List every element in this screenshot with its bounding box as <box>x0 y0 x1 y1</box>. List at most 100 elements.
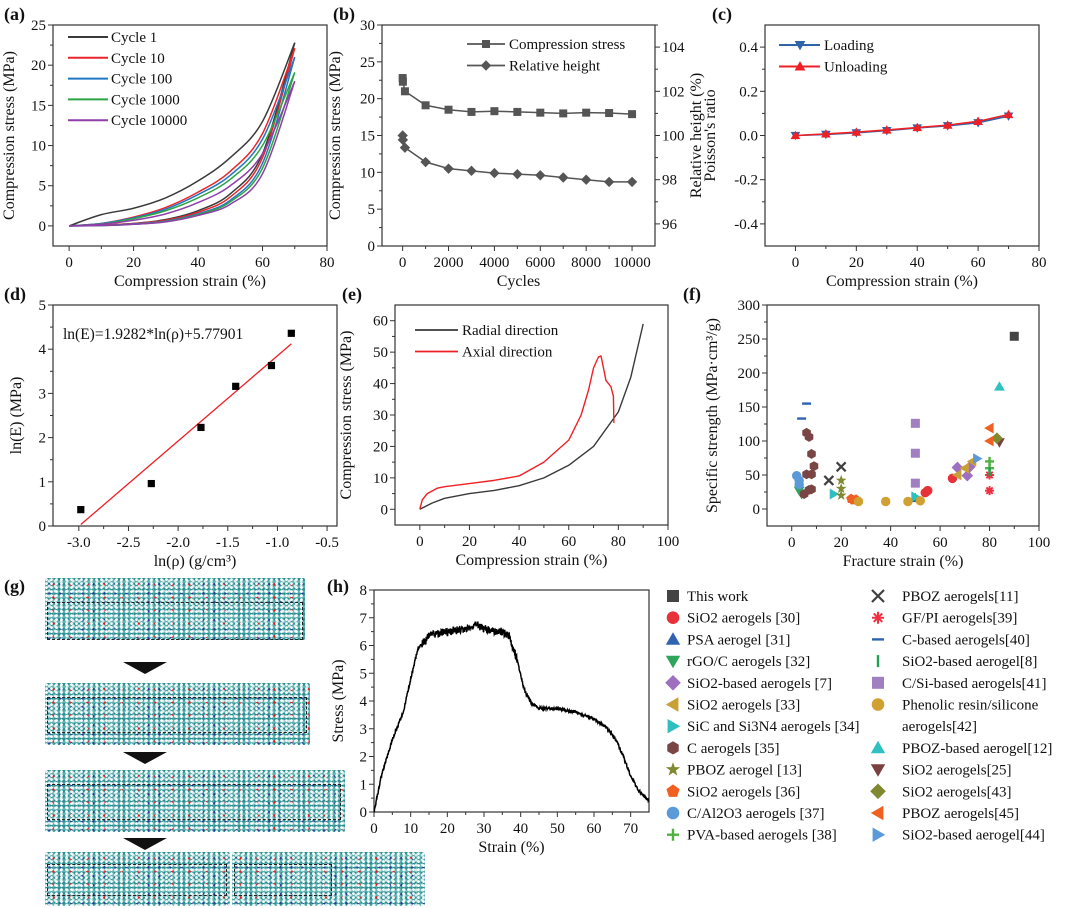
data-point <box>991 432 1003 445</box>
x-tick-label: 60 <box>971 255 986 271</box>
y-tick-label: 10 <box>360 165 375 181</box>
y-tick-label: 60 <box>373 314 388 330</box>
y-tick-label: 15 <box>31 98 46 114</box>
plot-frame <box>52 24 328 247</box>
legend-marker <box>871 698 885 711</box>
x-tick-label: 40 <box>512 534 527 550</box>
data-point <box>626 176 638 188</box>
y-tick-label: 10 <box>31 139 46 155</box>
data-point <box>467 107 476 116</box>
panel-e <box>390 304 669 530</box>
fit-line <box>80 343 292 526</box>
data-point <box>880 496 891 507</box>
y-tick-label: 5 <box>360 666 368 682</box>
y-tick-label: 0 <box>368 239 376 255</box>
y-tick-label: 5 <box>368 202 376 218</box>
legend-marker <box>665 655 681 669</box>
x-tick-label: 0 <box>370 821 378 837</box>
data-point <box>973 453 983 465</box>
data-point <box>513 107 522 116</box>
down-arrow-icon <box>123 662 167 674</box>
y-tick-label: 20 <box>31 58 46 74</box>
legend-label: SiC and Si3N4 aerogels [34] <box>687 719 859 735</box>
data-point <box>535 170 546 181</box>
y-tick-label: 6 <box>360 639 368 655</box>
x-axis-label: Fracture strain (%) <box>843 553 964 570</box>
y-right-axis-label: Relative height (%) <box>688 73 705 198</box>
legend-marker <box>870 783 886 800</box>
legend-label: SiO2-based aerogels [7] <box>687 676 832 692</box>
y-right-tick-label: 100 <box>662 129 685 145</box>
y-tick-label: 30 <box>373 408 388 424</box>
legend-label: C aerogels [35] <box>687 741 779 757</box>
legend-label: Relative height <box>509 59 601 75</box>
data-point <box>915 496 926 506</box>
legend-label: PVA-based aerogels [38] <box>687 828 837 844</box>
x-tick-label: 60 <box>587 821 602 837</box>
data-point <box>994 381 1005 391</box>
data-point <box>809 461 819 472</box>
x-tick-label: -0.5 <box>315 535 339 551</box>
legend-label: Cycle 10 <box>111 51 165 67</box>
panel-label: (d) <box>4 284 26 305</box>
md-snapshot-2 <box>45 683 310 745</box>
y-tick-label: 10 <box>373 471 388 487</box>
x-tick-label: 20 <box>440 821 455 837</box>
x-tick-label: 70 <box>623 821 638 837</box>
data-point <box>911 491 921 503</box>
data-point <box>835 482 847 494</box>
panel-b <box>377 24 660 251</box>
data-point <box>985 486 995 496</box>
y-tick-label: 0.4 <box>739 40 758 56</box>
data-point <box>197 423 205 432</box>
panel-f <box>665 304 1040 842</box>
dashed-box <box>234 864 332 896</box>
x-tick-label: 100 <box>1028 535 1051 551</box>
down-arrow-icon <box>123 838 167 850</box>
legend-label: Unloading <box>824 60 888 76</box>
legend-marker <box>870 805 884 821</box>
data-point <box>558 172 569 183</box>
data-point <box>400 87 409 96</box>
y-tick-label: 0 <box>39 519 47 535</box>
legend-label: Radial direction <box>462 323 559 339</box>
legend-marker <box>872 827 886 842</box>
legend-marker <box>870 740 886 754</box>
x-tick-label: -1.5 <box>216 535 240 551</box>
down-arrow-icon <box>123 752 167 764</box>
legend-label: SiO2 aerogels [30] <box>687 611 800 627</box>
data-point <box>984 435 994 447</box>
data-point <box>963 460 976 473</box>
y-axis-label: Compression stress (MPa) <box>327 51 344 220</box>
legend-marker <box>666 806 680 820</box>
data-point <box>920 487 930 498</box>
data-point <box>804 485 814 495</box>
series-line <box>419 323 644 510</box>
y-tick-label: 40 <box>373 377 388 393</box>
data-point <box>512 168 523 180</box>
x-axis-label: Cycles <box>497 273 541 290</box>
y-tick-label: 5 <box>39 298 47 314</box>
legend-label: SiO2-based aerogel[44] <box>902 828 1045 844</box>
series-line-loading <box>69 48 296 227</box>
dashed-box <box>47 784 341 820</box>
legend-label: PBOZ aerogels[11] <box>902 589 1019 605</box>
plot-frame <box>373 589 650 813</box>
data-point <box>910 478 920 488</box>
data-point <box>605 109 614 118</box>
y-tick-label: 0.2 <box>739 84 758 100</box>
x-tick-label: 20 <box>462 534 477 550</box>
x-tick-label: -2.5 <box>117 535 141 551</box>
data-point <box>952 469 962 481</box>
y-tick-label: 1 <box>39 475 47 491</box>
x-tick-label: 40 <box>910 255 925 271</box>
panel-a <box>48 24 328 251</box>
y-right-tick-label: 102 <box>662 84 685 100</box>
legend-label: Phenolic resin/silicone aerogels[42] <box>902 698 1039 736</box>
x-tick-label: 100 <box>657 534 680 550</box>
y-tick-label: 20 <box>373 439 388 455</box>
x-tick-label: 80 <box>611 534 626 550</box>
legend-label: PBOZ aerogels[45] <box>902 806 1019 822</box>
legend-marker <box>666 611 680 624</box>
